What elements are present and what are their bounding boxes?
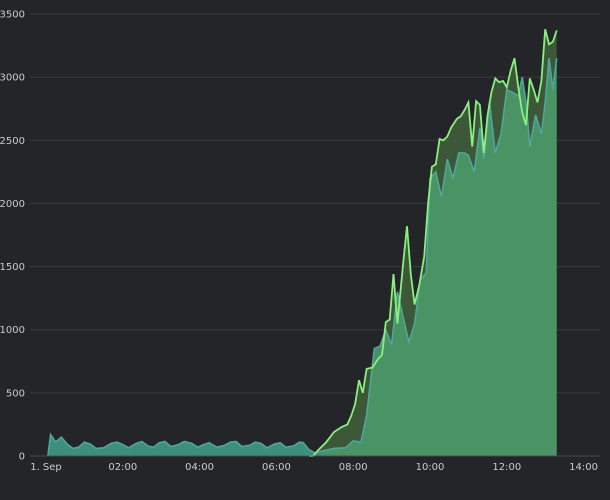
y-axis: 0 500 1000 1500 2000 2500 3000 3500 bbox=[0, 10, 25, 463]
x-tick-label: 04:00 bbox=[185, 462, 214, 473]
y-tick-label: 2500 bbox=[0, 136, 25, 147]
y-tick-label: 1000 bbox=[0, 325, 25, 336]
y-tick-label: 2000 bbox=[0, 199, 25, 210]
x-tick-label: 02:00 bbox=[108, 462, 137, 473]
y-tick-label: 1500 bbox=[0, 262, 25, 273]
y-tick-label: 3500 bbox=[0, 10, 25, 21]
x-tick-label: 14:00 bbox=[569, 462, 598, 473]
x-tick-label: 12:00 bbox=[492, 462, 521, 473]
x-tick-label: 06:00 bbox=[262, 462, 291, 473]
x-tick-label: 08:00 bbox=[339, 462, 368, 473]
x-axis: 1. Sep 02:00 04:00 06:00 08:00 10:00 12:00 14:0… bbox=[30, 462, 598, 473]
y-tick-label: 3000 bbox=[0, 73, 25, 84]
y-tick-label: 0 bbox=[19, 452, 25, 463]
y-tick-label: 500 bbox=[6, 388, 25, 399]
series-b-line bbox=[309, 28, 558, 457]
y-gridlines bbox=[30, 13, 600, 394]
series-a-area bbox=[47, 58, 557, 456]
series-a-early-area bbox=[47, 434, 323, 456]
x-tick-label: 1. Sep bbox=[30, 462, 62, 473]
x-tick-label: 10:00 bbox=[416, 462, 445, 473]
